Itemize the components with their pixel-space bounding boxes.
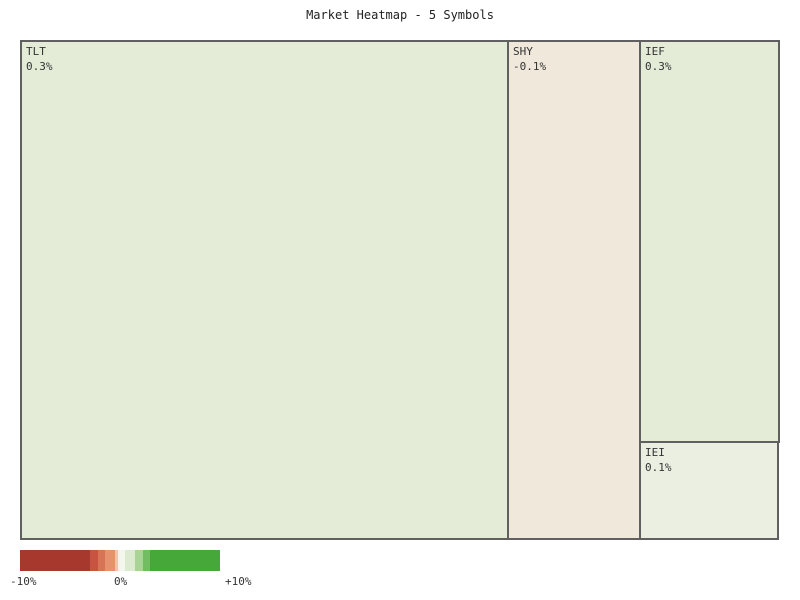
- treemap-tile-tlt[interactable]: TLT 0.3%: [20, 40, 509, 540]
- color-scale-legend: [20, 550, 220, 571]
- tile-change: 0.3%: [645, 60, 672, 73]
- legend-band: [135, 550, 143, 571]
- tile-symbol: TLT: [26, 45, 46, 58]
- legend-band: [120, 550, 125, 571]
- tile-symbol: IEF: [645, 45, 665, 58]
- legend-band: [150, 550, 220, 571]
- legend-band: [115, 550, 118, 571]
- legend-band: [20, 550, 90, 571]
- tile-symbol: SHY: [513, 45, 533, 58]
- legend-max-label: +10%: [225, 575, 252, 588]
- legend-band: [125, 550, 135, 571]
- tile-change: -0.1%: [513, 60, 547, 73]
- treemap-tile-shy[interactable]: SHY -0.1%: [507, 40, 641, 540]
- legend-band: [143, 550, 150, 571]
- treemap-tile-ief[interactable]: IEF 0.3%: [639, 40, 780, 443]
- legend-mid-label: 0%: [114, 575, 128, 588]
- tile-change: 0.1%: [645, 461, 672, 474]
- chart-title: Market Heatmap - 5 Symbols: [306, 8, 494, 22]
- tile-change: 0.3%: [26, 60, 53, 73]
- legend-band: [90, 550, 98, 571]
- legend-band: [98, 550, 105, 571]
- treemap-tile-iei[interactable]: IEI 0.1%: [639, 441, 779, 540]
- legend-band: [118, 550, 120, 571]
- tile-symbol: IEI: [645, 446, 665, 459]
- legend-band: [105, 550, 115, 571]
- legend-min-label: -10%: [10, 575, 37, 588]
